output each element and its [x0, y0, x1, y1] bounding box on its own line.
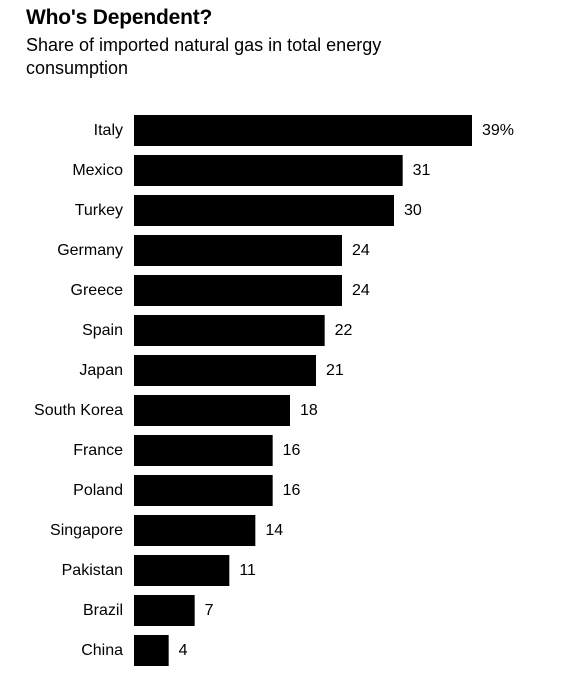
bar-row: Spain 22: [82, 315, 353, 346]
bar-row: Brazil 7: [83, 595, 214, 626]
bar-row: Greece 24: [71, 275, 370, 306]
bar-row: Italy 39%: [94, 115, 514, 146]
value-label: 31: [413, 162, 431, 179]
bar: [134, 195, 394, 226]
bar: [134, 235, 342, 266]
category-label: Brazil: [83, 602, 123, 619]
bar: [134, 595, 195, 626]
value-label: 16: [283, 482, 301, 499]
value-label: 4: [179, 642, 188, 659]
category-label: Mexico: [72, 162, 123, 179]
category-label: China: [81, 642, 123, 659]
category-label: Greece: [71, 282, 124, 299]
bar: [134, 515, 256, 546]
bar-row: France 16: [73, 435, 301, 466]
bar-row: Turkey 30: [75, 195, 422, 226]
category-label: France: [73, 442, 123, 459]
category-label: Pakistan: [62, 562, 123, 579]
bar-row: Mexico 31: [72, 155, 431, 186]
value-label: 16: [283, 442, 301, 459]
value-label: 11: [239, 562, 256, 579]
value-label: 14: [265, 522, 283, 539]
bar: [134, 115, 472, 146]
bar: [134, 395, 290, 426]
category-label: Singapore: [50, 522, 123, 539]
value-label: 18: [300, 402, 318, 419]
bar-row: China 4: [81, 635, 188, 666]
category-label: Germany: [57, 242, 123, 259]
category-label: Italy: [94, 122, 123, 139]
value-label: 39%: [482, 122, 514, 139]
value-label: 24: [352, 242, 370, 259]
bar: [134, 315, 325, 346]
category-label: Turkey: [75, 202, 123, 219]
bar-row: South Korea 18: [34, 395, 318, 426]
bar: [134, 355, 316, 386]
category-label: Poland: [73, 482, 123, 499]
value-label: 24: [352, 282, 370, 299]
category-label: Japan: [79, 362, 123, 379]
category-label: Spain: [82, 322, 123, 339]
value-label: 30: [404, 202, 422, 219]
chart-title: Who's Dependent?: [26, 6, 213, 29]
bar: [134, 435, 273, 466]
value-label: 22: [335, 322, 353, 339]
bar-row: Pakistan 11: [62, 555, 256, 586]
category-label: South Korea: [34, 402, 123, 419]
bar-row: Germany 24: [57, 235, 370, 266]
bar-row: Singapore 14: [50, 515, 283, 546]
bar-row: Poland 16: [73, 475, 301, 506]
bar: [134, 155, 403, 186]
bar: [134, 555, 230, 586]
bar: [134, 275, 342, 306]
bar-row: Japan 21: [79, 355, 344, 386]
value-label: 7: [205, 602, 214, 619]
bar: [134, 635, 169, 666]
chart-subtitle: Share of imported natural gas in total e…: [26, 35, 382, 78]
value-label: 21: [326, 362, 344, 379]
bar: [134, 475, 273, 506]
